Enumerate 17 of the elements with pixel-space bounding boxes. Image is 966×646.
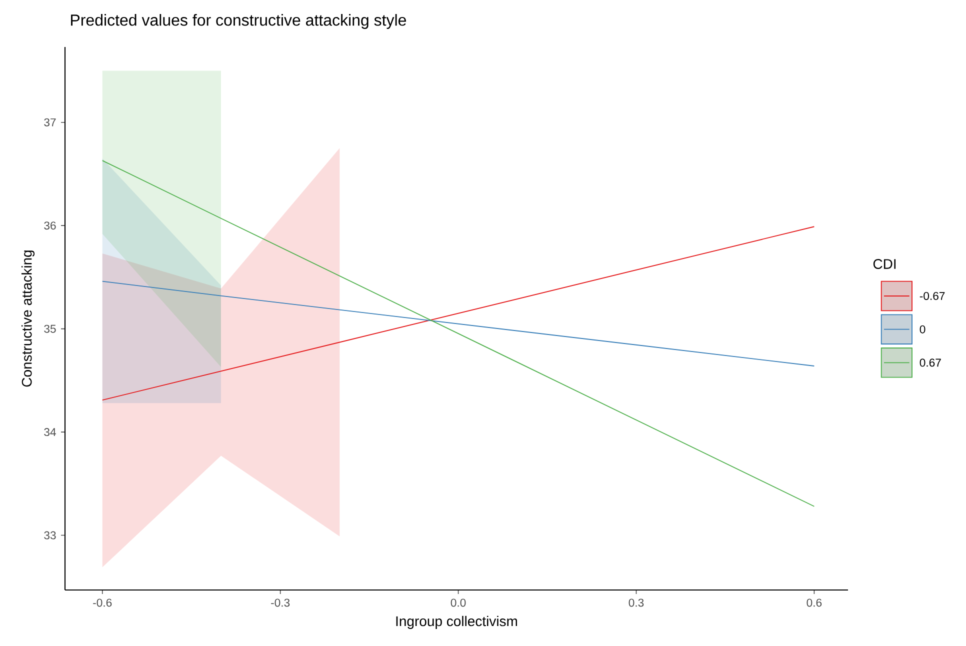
- x-tick-label: 0.3: [628, 598, 644, 607]
- x-tick-label: 0.6: [806, 598, 822, 607]
- legend-label: 0.67: [920, 358, 941, 367]
- chart-title: Predicted values for constructive attacking style: [71, 14, 406, 29]
- y-tick-label: 35: [44, 324, 56, 333]
- legend-label: -0.67: [920, 292, 945, 300]
- legend-label: 0: [920, 325, 926, 334]
- legend-title: CDI: [873, 259, 896, 269]
- x-tick-label: -0.3: [271, 598, 290, 607]
- x-tick-label: 0.0: [450, 598, 466, 607]
- x-tick-label: -0.6: [93, 598, 112, 607]
- y-tick-label: 37: [44, 118, 56, 126]
- x-axis-title: Ingroup collectivism: [396, 616, 518, 629]
- y-tick-label: 34: [44, 428, 56, 436]
- y-tick-label: 33: [44, 531, 56, 540]
- y-axis-title: Constructive attacking: [21, 250, 35, 387]
- y-tick-label: 36: [44, 222, 56, 230]
